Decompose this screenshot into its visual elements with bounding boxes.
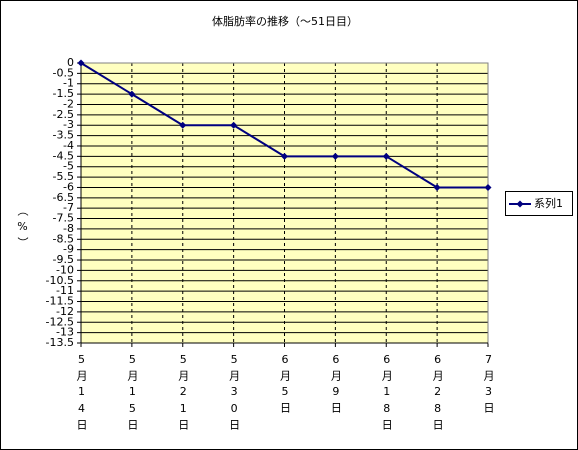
y-tick-label: -3.5 (53, 129, 74, 142)
y-tick-label: -7.5 (53, 212, 74, 225)
y-tick-label: -9.5 (53, 253, 74, 266)
y-tick-label: -2 (63, 97, 74, 110)
y-tick-label: -10 (56, 263, 74, 276)
y-tick-label: -5.5 (53, 170, 74, 183)
y-tick-label: -4.5 (53, 149, 74, 162)
x-tick-label: 5月15日 (126, 353, 139, 434)
x-tick-label: 7月3日 (482, 353, 495, 417)
y-tick-label: -12 (56, 305, 74, 318)
x-tick-label: 5月14日 (75, 353, 88, 434)
y-tick-label: -6 (63, 180, 74, 193)
x-tick-label: 6月5日 (279, 353, 292, 417)
data-point (382, 152, 390, 160)
x-tick-label: 6月18日 (380, 353, 393, 434)
legend-label: 系列1 (534, 196, 563, 210)
x-tick-label: 6月9日 (329, 353, 342, 417)
y-tick-label: -6.5 (53, 191, 74, 204)
y-tick-label: -9 (63, 243, 74, 256)
data-point (77, 59, 85, 67)
x-tick-label: 5月21日 (177, 353, 190, 434)
y-tick-label: -12.5 (46, 315, 74, 328)
data-point (179, 121, 187, 129)
y-tick-label: -13 (56, 326, 74, 339)
y-tick-label: -1 (63, 77, 74, 90)
data-point (230, 121, 238, 129)
data-point (331, 152, 339, 160)
chart-title: 体脂肪率の推移（～51日目） (212, 14, 358, 28)
y-tick-label: -8 (63, 222, 74, 235)
y-tick-label: -0.5 (53, 66, 74, 79)
data-point (433, 183, 441, 191)
y-tick-label: -7 (63, 201, 74, 214)
y-tick-label: -11 (56, 284, 74, 297)
y-tick-label: -13.5 (46, 336, 74, 349)
y-axis-label: （%） (16, 205, 29, 252)
x-tick-label: 5月30日 (228, 353, 241, 434)
y-tick-label: -1.5 (53, 87, 74, 100)
legend-marker (516, 200, 524, 208)
x-tick-label: 6月28日 (431, 353, 444, 434)
data-point (128, 90, 136, 98)
y-tick-label: -10.5 (46, 274, 74, 287)
y-tick-label: -3 (63, 118, 74, 131)
y-tick-label: -8.5 (53, 232, 74, 245)
data-point (281, 152, 288, 160)
y-tick-label: -5 (63, 160, 74, 173)
y-tick-label: -11.5 (46, 295, 74, 308)
y-tick-label: -4 (63, 139, 74, 152)
y-tick-label: -2.5 (53, 108, 74, 121)
y-tick-label: 0 (67, 56, 74, 69)
data-point (484, 183, 492, 191)
